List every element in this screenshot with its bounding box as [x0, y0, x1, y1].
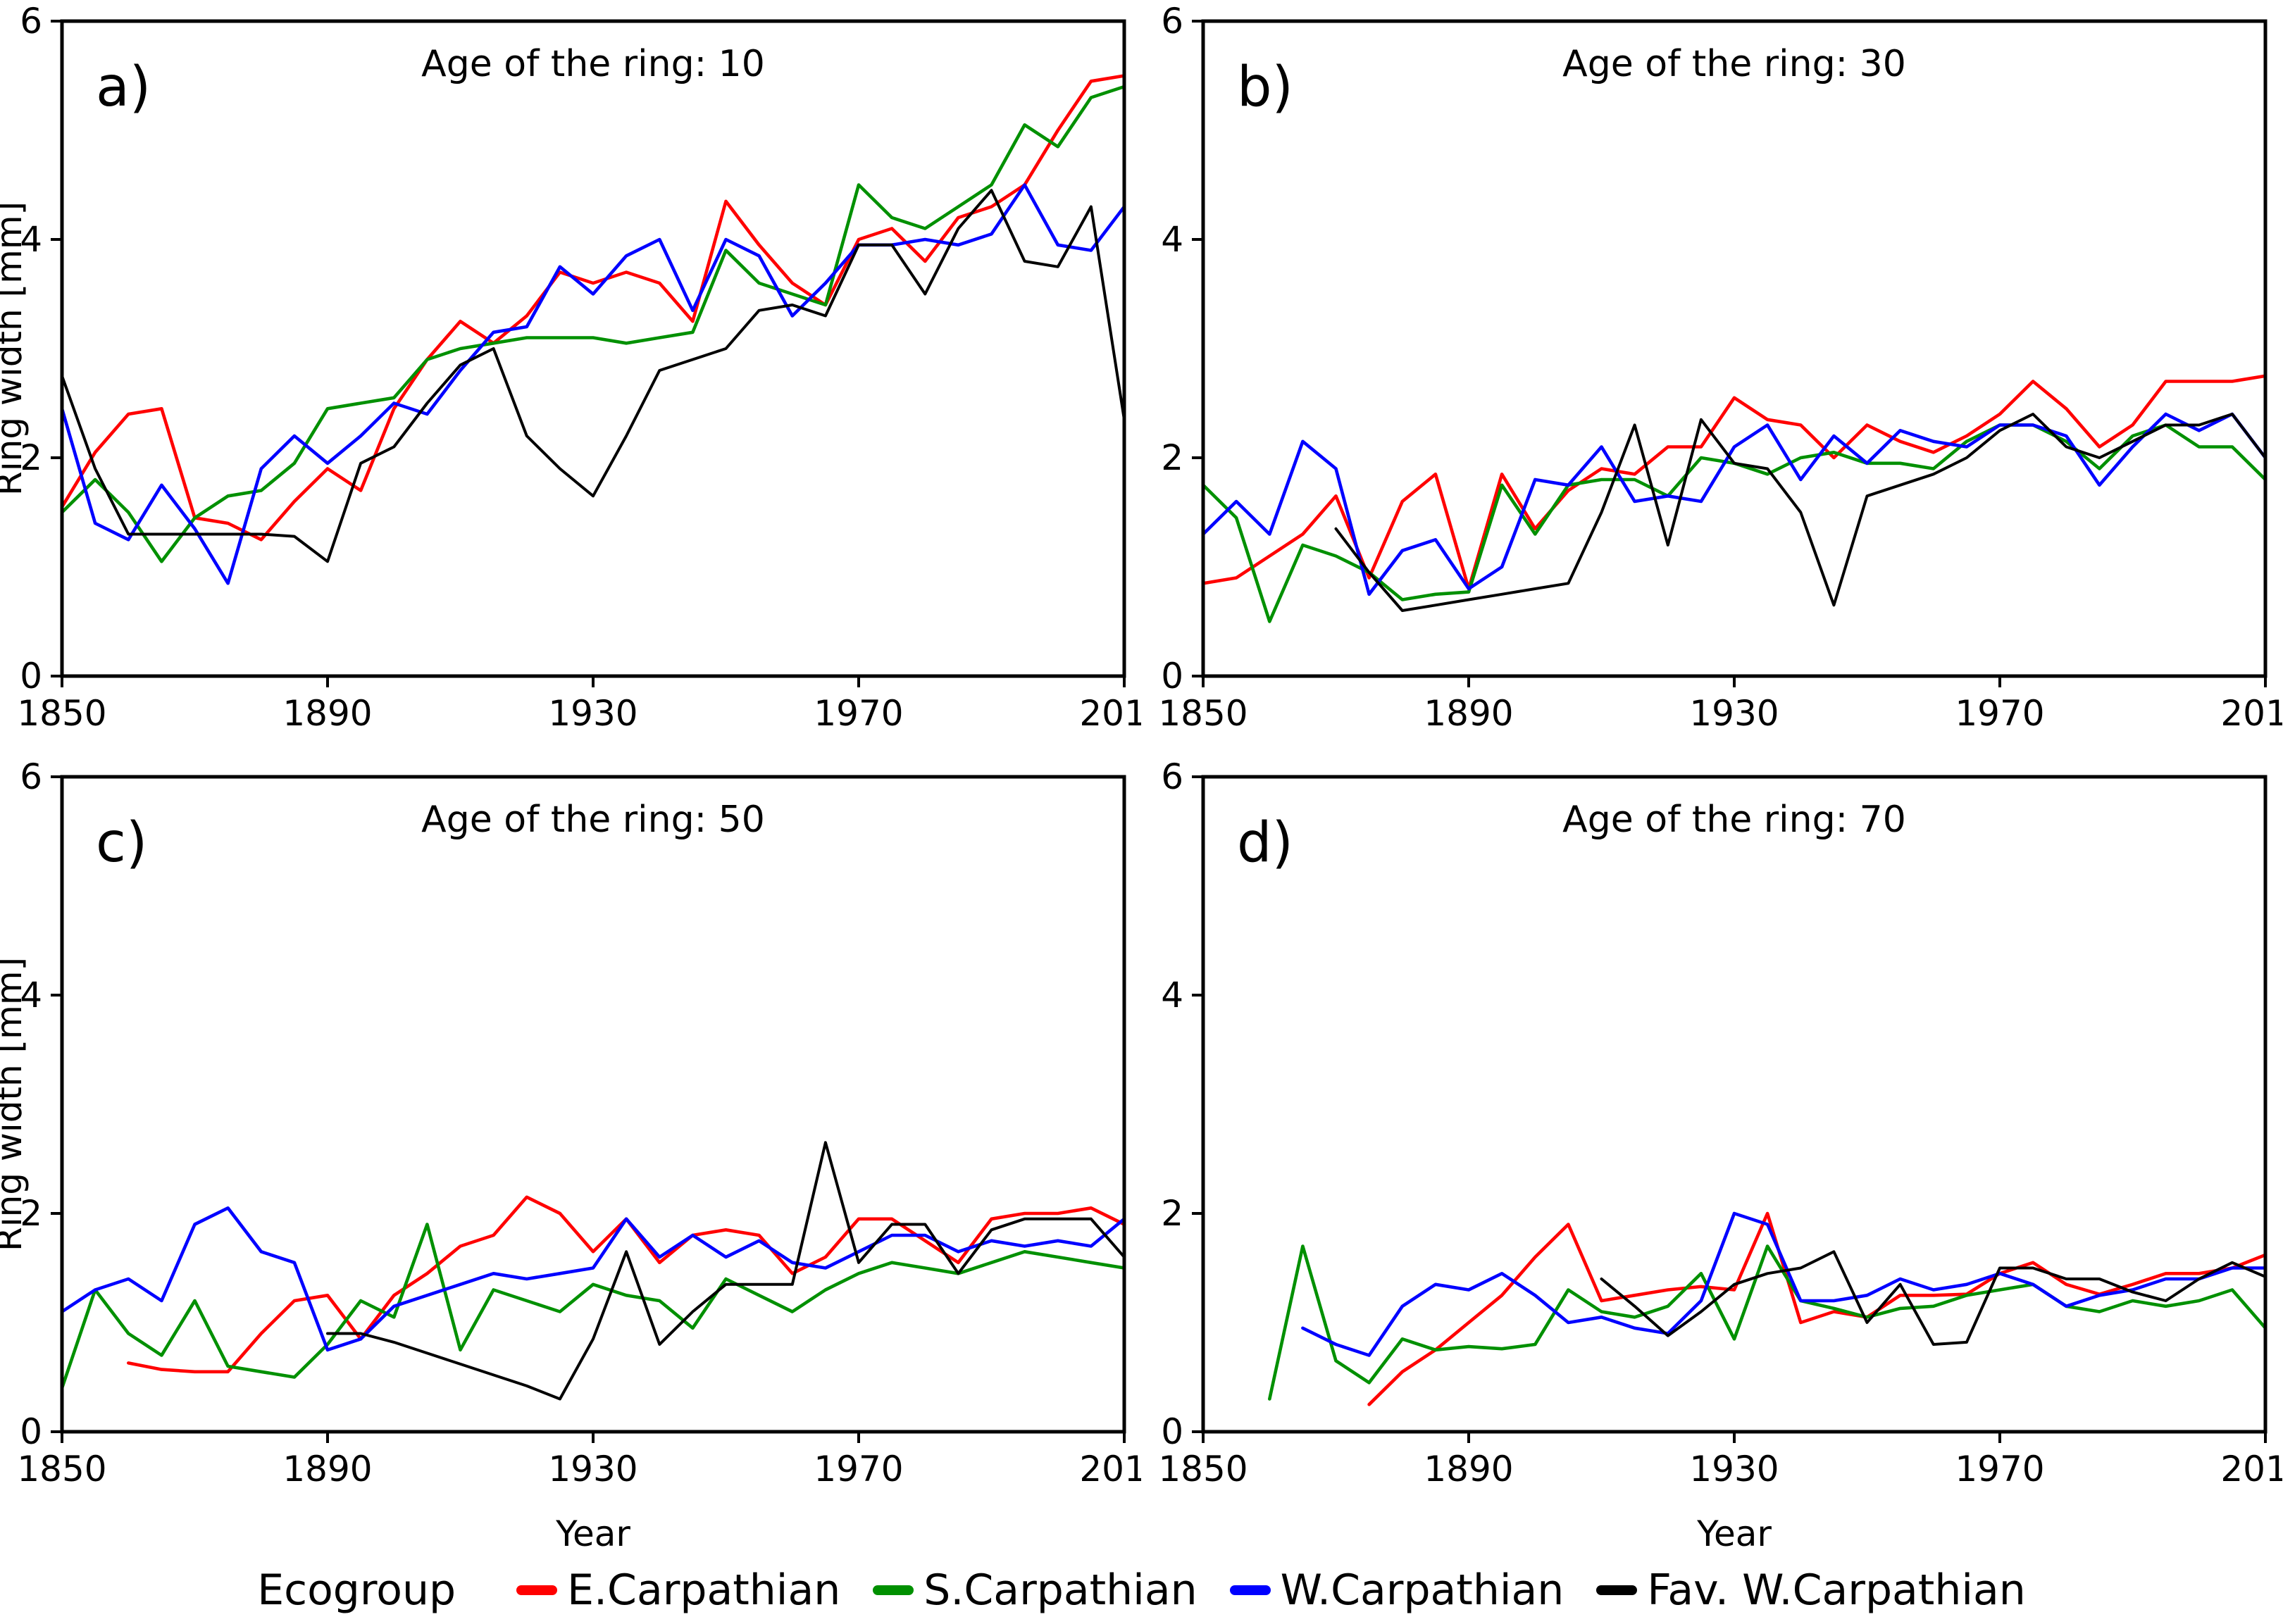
y-tick-label: 6 [20, 1, 42, 42]
x-tick-label: 1890 [282, 693, 372, 734]
legend-label-fav-w-carpathian: Fav. W.Carpathian [1647, 1566, 2026, 1615]
y-tick-label: 2 [20, 437, 42, 478]
y-tick-label: 2 [1161, 437, 1183, 478]
panel-title: Age of the ring: 10 [421, 43, 765, 85]
x-tick-label: 1850 [1158, 1449, 1248, 1489]
legend: Ecogroup E.Carpathian S.Carpathian W.Car… [0, 1556, 2283, 1624]
series-line-w-carpathian [1301, 1211, 2265, 1357]
series-line-fav-w-carpathian [1334, 413, 2265, 612]
plot-frame [60, 19, 1126, 678]
series-line-s-carpathian [62, 1223, 1124, 1390]
x-axis-label: Year [1696, 1513, 1772, 1554]
y-tick-label: 4 [1161, 975, 1183, 1016]
series-line-fav-w-carpathian [1600, 1250, 2265, 1346]
x-tick-label: 1930 [548, 693, 637, 734]
y-tick-label: 0 [1161, 1411, 1183, 1452]
y-tick-label: 2 [20, 1193, 42, 1234]
panel-letter: b) [1237, 56, 1293, 119]
panel-letter: c) [96, 811, 147, 875]
series-line-e-carpathian [62, 74, 1124, 542]
legend-label-s-carpathian: S.Carpathian [923, 1566, 1198, 1615]
plot-frame [60, 775, 1126, 1434]
series-line-e-carpathian [1367, 1211, 2265, 1406]
x-tick-label: 1890 [1424, 693, 1513, 734]
x-tick-label: 1970 [1955, 693, 2044, 734]
legend-item-e-carpathian: E.Carpathian [516, 1566, 840, 1615]
legend-swatch-blue-icon [1229, 1585, 1271, 1595]
y-tick-label: 6 [1161, 756, 1183, 797]
panel-letter: d) [1237, 811, 1293, 875]
series-line-w-carpathian [62, 183, 1124, 585]
plot-frame [1201, 775, 2268, 1434]
y-tick-label: 6 [1161, 1, 1183, 42]
panel-title: Age of the ring: 30 [1562, 43, 1906, 85]
x-tick-label: 1930 [1689, 693, 1779, 734]
y-tick-label: 6 [20, 756, 42, 797]
series-line-s-carpathian [1268, 1244, 2265, 1401]
x-tick-label: 1890 [282, 1449, 372, 1489]
y-tick-label: 0 [1161, 656, 1183, 697]
y-tick-label: 4 [20, 219, 42, 260]
series-line-fav-w-carpathian [62, 189, 1124, 563]
x-tick-label: 1970 [1955, 1449, 2044, 1489]
x-tick-label: 1890 [1424, 1449, 1513, 1489]
legend-item-w-carpathian: W.Carpathian [1229, 1566, 1564, 1615]
legend-swatch-red-icon [516, 1585, 558, 1595]
series-line-e-carpathian [1203, 374, 2265, 591]
x-tick-label: 1970 [814, 693, 903, 734]
y-tick-label: 2 [1161, 1193, 1183, 1234]
y-axis-label: Ring width [mm] [0, 201, 30, 496]
legend-label-e-carpathian: E.Carpathian [567, 1566, 841, 1615]
x-tick-label: 1850 [17, 1449, 106, 1489]
x-tick-label: 1970 [814, 1449, 903, 1489]
y-tick-label: 0 [20, 656, 42, 697]
y-tick-label: 4 [20, 975, 42, 1016]
legend-item-fav-w-carpathian: Fav. W.Carpathian [1596, 1566, 2026, 1615]
panel-letter: a) [96, 56, 151, 119]
legend-swatch-black-icon [1596, 1585, 1638, 1595]
legend-label-w-carpathian: W.Carpathian [1280, 1566, 1564, 1615]
panel-title: Age of the ring: 70 [1562, 799, 1906, 841]
y-axis-label: Ring width [mm] [0, 957, 30, 1251]
series-line-e-carpathian [127, 1195, 1124, 1374]
legend-title: Ecogroup [257, 1566, 456, 1615]
legend-item-s-carpathian: S.Carpathian [873, 1566, 1198, 1615]
x-tick-label: 1850 [17, 693, 106, 734]
series-line-s-carpathian [62, 85, 1124, 563]
plot-frame [1201, 19, 2268, 678]
panel-title: Age of the ring: 50 [421, 799, 765, 841]
y-tick-label: 0 [20, 1411, 42, 1452]
y-tick-label: 4 [1161, 219, 1183, 260]
x-axis-label: Year [555, 1513, 630, 1554]
x-tick-label: 1930 [1689, 1449, 1779, 1489]
series-line-w-carpathian [1203, 412, 2265, 596]
legend-swatch-green-icon [873, 1585, 914, 1595]
x-tick-label: 1930 [548, 1449, 637, 1489]
x-tick-label: 1850 [1158, 693, 1248, 734]
series-line-fav-w-carpathian [326, 1141, 1124, 1401]
series-line-w-carpathian [62, 1206, 1124, 1352]
